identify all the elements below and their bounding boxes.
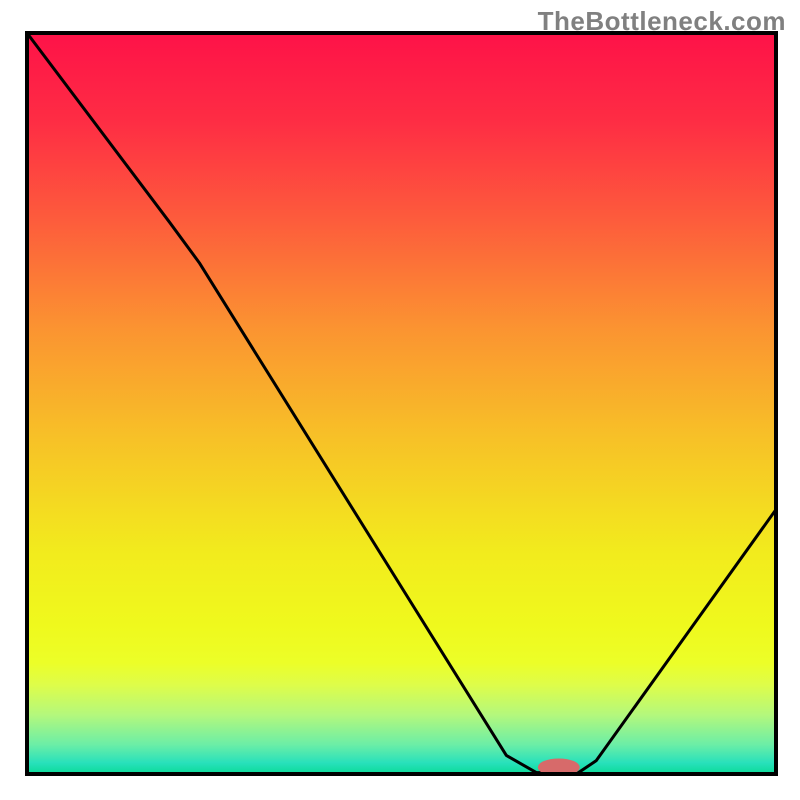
watermark-label: TheBottleneck.com bbox=[538, 6, 786, 37]
plot-background bbox=[27, 33, 776, 774]
chart-container: TheBottleneck.com bbox=[0, 0, 800, 800]
bottleneck-chart bbox=[0, 0, 800, 800]
